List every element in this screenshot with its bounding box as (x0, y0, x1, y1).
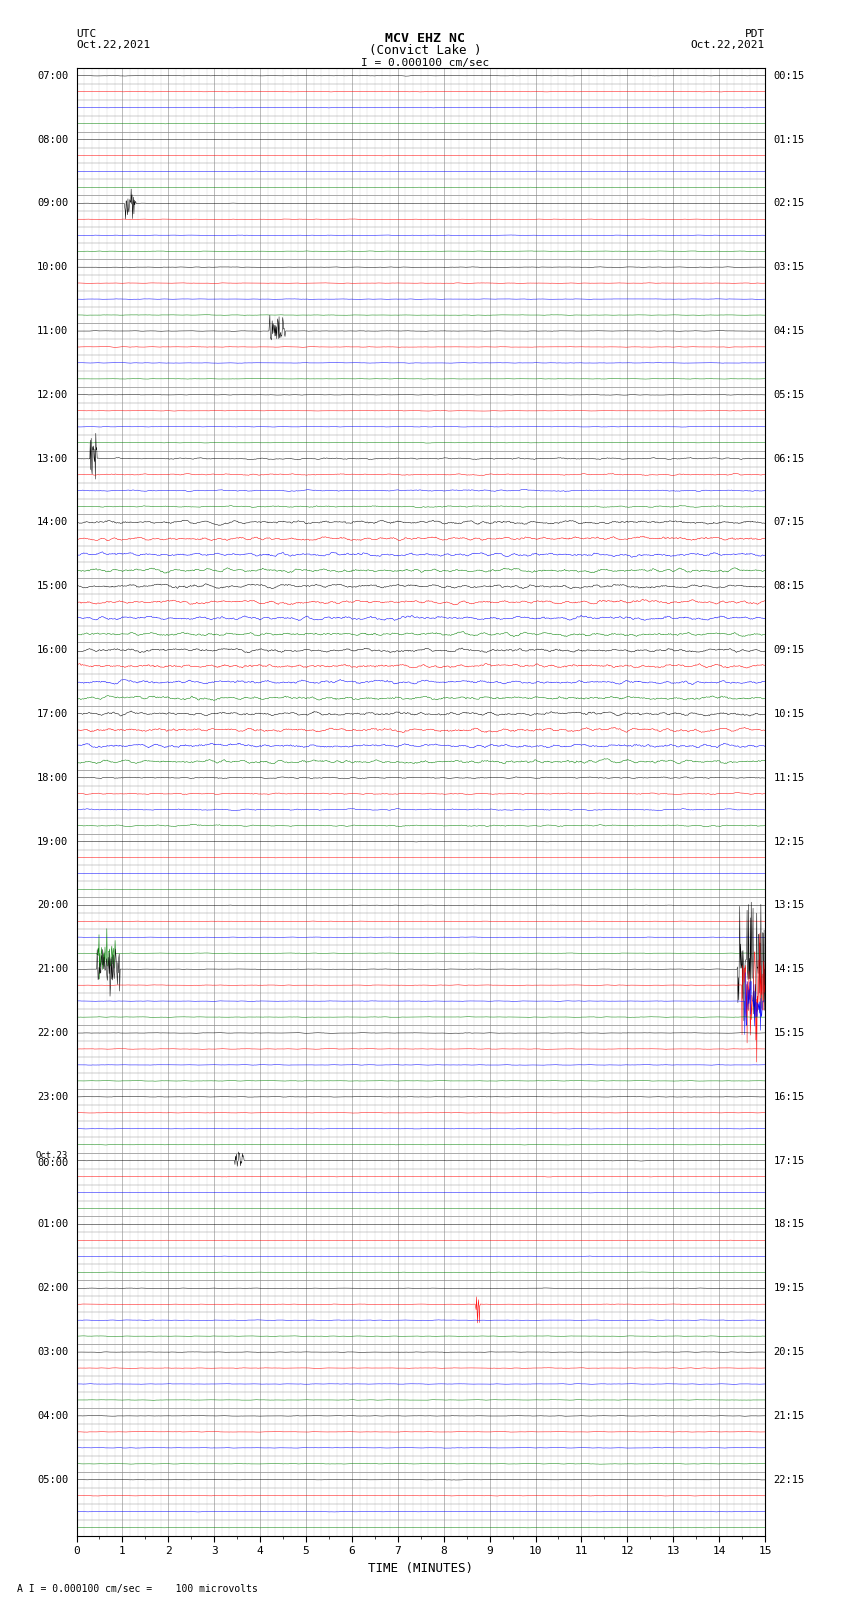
Text: UTC: UTC (76, 29, 97, 39)
Text: 02:00: 02:00 (37, 1284, 68, 1294)
Text: 01:15: 01:15 (774, 134, 804, 145)
Text: 18:00: 18:00 (37, 773, 68, 782)
Text: 04:15: 04:15 (774, 326, 804, 336)
Text: 07:15: 07:15 (774, 518, 804, 527)
Text: 06:15: 06:15 (774, 453, 804, 463)
Text: 22:00: 22:00 (37, 1027, 68, 1039)
Text: 00:15: 00:15 (774, 71, 804, 81)
Text: 16:00: 16:00 (37, 645, 68, 655)
Text: 19:00: 19:00 (37, 837, 68, 847)
Text: 19:15: 19:15 (774, 1284, 804, 1294)
Text: 15:00: 15:00 (37, 581, 68, 592)
Text: 11:00: 11:00 (37, 326, 68, 336)
Text: 18:15: 18:15 (774, 1219, 804, 1229)
Text: 16:15: 16:15 (774, 1092, 804, 1102)
Text: 04:00: 04:00 (37, 1411, 68, 1421)
Text: 12:15: 12:15 (774, 837, 804, 847)
Text: MCV EHZ NC: MCV EHZ NC (385, 32, 465, 45)
Text: (Convict Lake ): (Convict Lake ) (369, 44, 481, 58)
Text: 17:15: 17:15 (774, 1155, 804, 1166)
X-axis label: TIME (MINUTES): TIME (MINUTES) (368, 1561, 473, 1574)
Text: 03:15: 03:15 (774, 263, 804, 273)
Text: 23:00: 23:00 (37, 1092, 68, 1102)
Text: 03:00: 03:00 (37, 1347, 68, 1357)
Text: 13:00: 13:00 (37, 453, 68, 463)
Text: I = 0.000100 cm/sec: I = 0.000100 cm/sec (361, 58, 489, 68)
Text: 14:00: 14:00 (37, 518, 68, 527)
Text: 05:15: 05:15 (774, 390, 804, 400)
Text: 00:00: 00:00 (37, 1158, 68, 1168)
Text: 17:00: 17:00 (37, 708, 68, 719)
Text: 09:00: 09:00 (37, 198, 68, 208)
Text: PDT: PDT (745, 29, 765, 39)
Text: Oct.22,2021: Oct.22,2021 (691, 40, 765, 50)
Text: 20:15: 20:15 (774, 1347, 804, 1357)
Text: 15:15: 15:15 (774, 1027, 804, 1039)
Text: 21:15: 21:15 (774, 1411, 804, 1421)
Text: 22:15: 22:15 (774, 1474, 804, 1484)
Text: 05:00: 05:00 (37, 1474, 68, 1484)
Text: 14:15: 14:15 (774, 965, 804, 974)
Text: 02:15: 02:15 (774, 198, 804, 208)
Text: 08:15: 08:15 (774, 581, 804, 592)
Text: 08:00: 08:00 (37, 134, 68, 145)
Text: 21:00: 21:00 (37, 965, 68, 974)
Text: 07:00: 07:00 (37, 71, 68, 81)
Text: Oct.22,2021: Oct.22,2021 (76, 40, 150, 50)
Text: Oct.23: Oct.23 (36, 1150, 68, 1160)
Text: 01:00: 01:00 (37, 1219, 68, 1229)
Text: A I = 0.000100 cm/sec =    100 microvolts: A I = 0.000100 cm/sec = 100 microvolts (17, 1584, 258, 1594)
Text: 10:00: 10:00 (37, 263, 68, 273)
Text: 09:15: 09:15 (774, 645, 804, 655)
Text: 10:15: 10:15 (774, 708, 804, 719)
Text: 11:15: 11:15 (774, 773, 804, 782)
Text: 13:15: 13:15 (774, 900, 804, 910)
Text: 20:00: 20:00 (37, 900, 68, 910)
Text: 12:00: 12:00 (37, 390, 68, 400)
